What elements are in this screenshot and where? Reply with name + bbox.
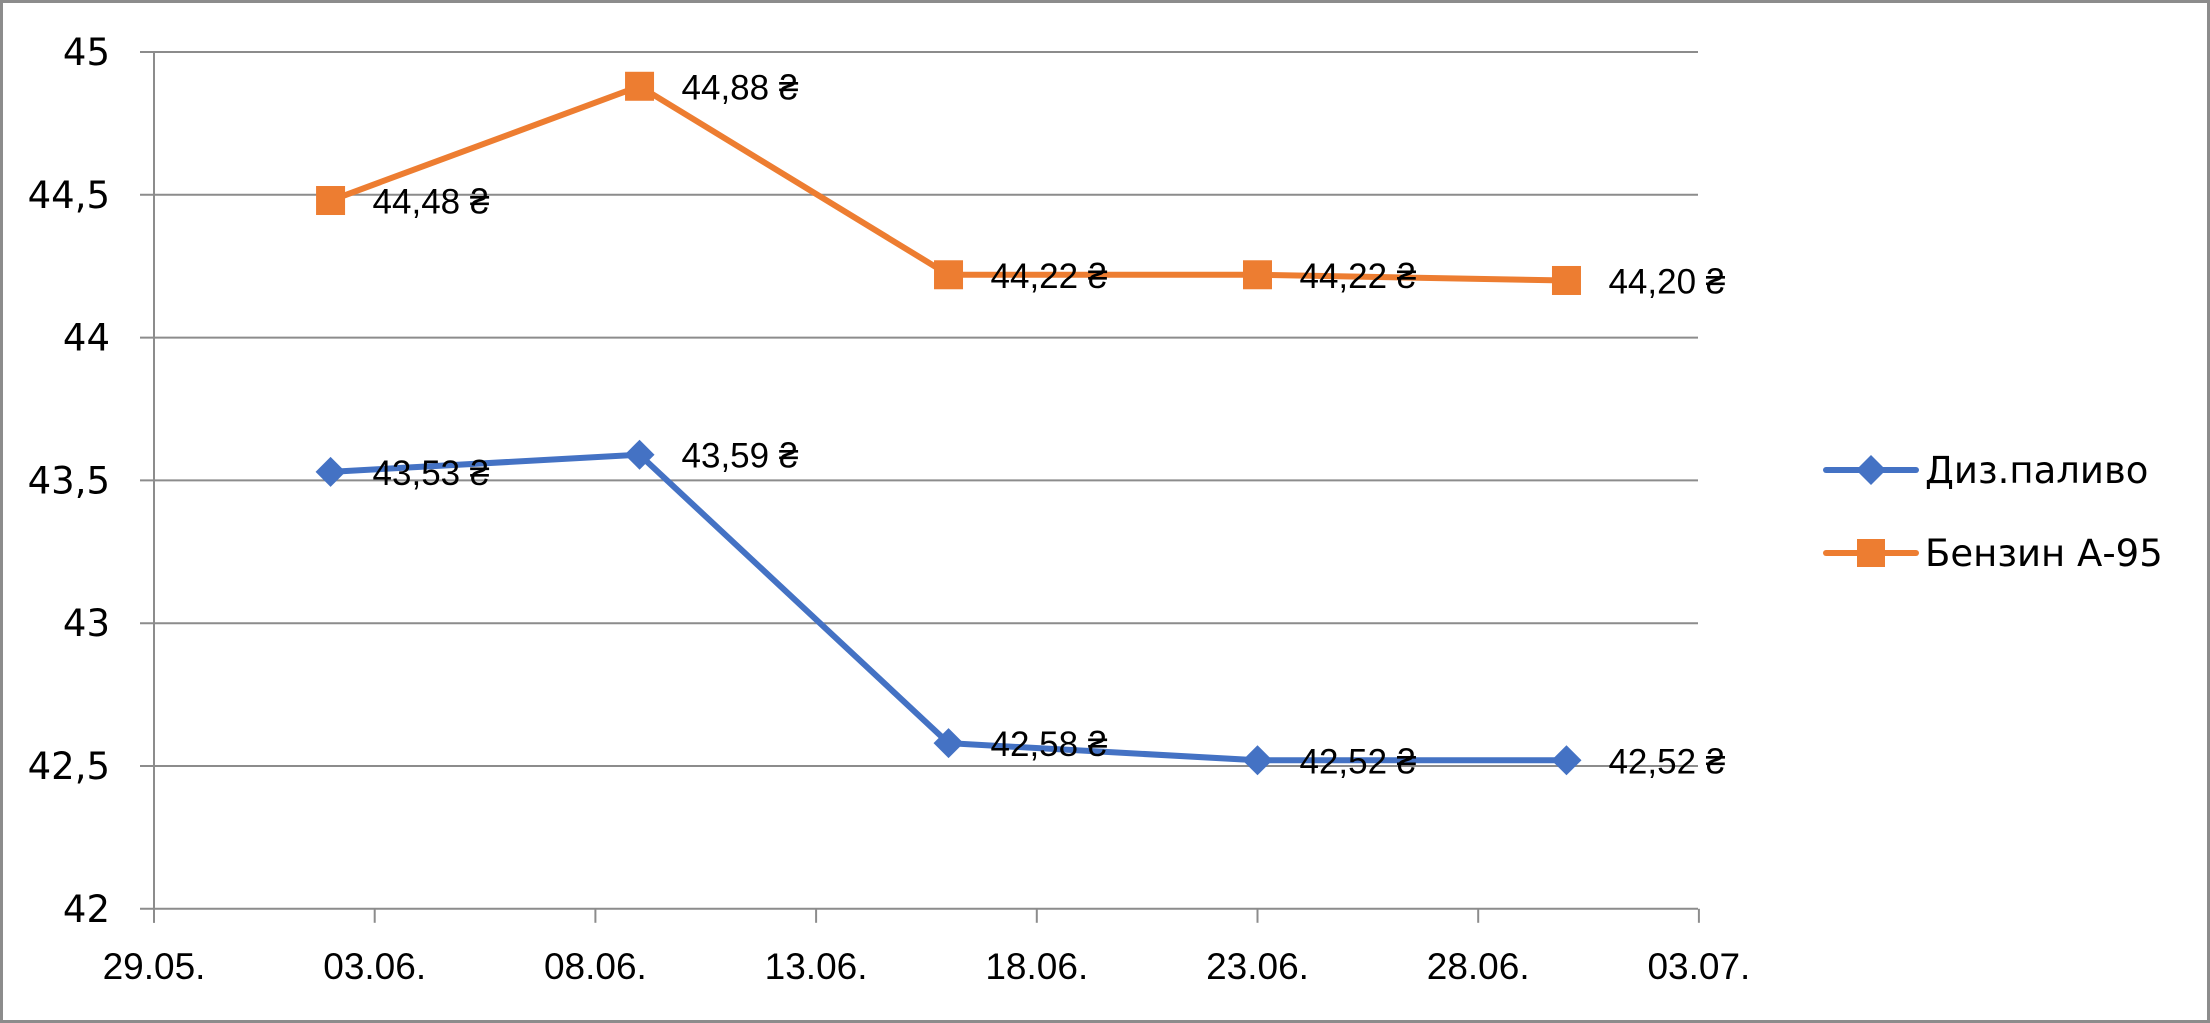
x-tick-label: 03.06.: [323, 946, 426, 987]
series-line: [330, 451, 1567, 764]
data-label: 42,58 ₴: [991, 725, 1108, 764]
data-label: 44,22 ₴: [991, 257, 1108, 296]
square-marker-icon[interactable]: [1551, 265, 1581, 295]
legend-label-diesel: Диз.паливо: [1925, 449, 2148, 492]
data-label: 43,53 ₴: [373, 454, 490, 493]
diamond-marker-icon[interactable]: [1551, 745, 1582, 776]
x-tick-label: 13.06.: [765, 946, 868, 987]
legend: Диз.паливо Бензин А-95: [1823, 449, 2163, 575]
square-marker-icon: [1857, 539, 1885, 567]
square-marker-icon[interactable]: [934, 260, 964, 290]
y-tick-label: 43: [63, 602, 110, 645]
x-tick-label: 23.06.: [1206, 946, 1309, 987]
diamond-marker-icon[interactable]: [624, 439, 655, 470]
square-marker-icon[interactable]: [316, 186, 346, 216]
x-tick-label: 03.07.: [1647, 946, 1750, 987]
legend-item-petrol[interactable]: Бензин А-95: [1823, 532, 2163, 575]
data-label: 44,22 ₴: [1300, 257, 1417, 296]
x-tick-label: 08.06.: [544, 946, 647, 987]
data-label: 43,59 ₴: [682, 437, 799, 476]
square-marker-icon[interactable]: [625, 71, 655, 101]
y-tick-label: 45: [63, 31, 110, 74]
diamond-marker-icon: [1856, 455, 1886, 485]
data-label: 42,52 ₴: [1608, 742, 1725, 781]
plot-area: 43,53 ₴ 43,59 ₴ 42,58 ₴ 42,52 ₴ 42,52 ₴ 44,48…: [315, 68, 1726, 781]
legend-label-petrol: Бензин А-95: [1925, 532, 2163, 575]
y-tick-label: 44,5: [28, 174, 110, 217]
gridlines: [140, 51, 1698, 910]
x-tick-label: 18.06.: [985, 946, 1088, 987]
y-tick-label: 44: [63, 317, 110, 360]
diamond-marker-icon[interactable]: [315, 456, 346, 487]
data-label: 44,48 ₴: [373, 183, 490, 222]
x-tick-label: 28.06.: [1427, 946, 1530, 987]
series-diesel: 43,53 ₴ 43,59 ₴ 42,58 ₴ 42,52 ₴ 42,52 ₴: [315, 437, 1726, 781]
legend-item-diesel[interactable]: Диз.паливо: [1823, 449, 2148, 492]
x-tick-label: 29.05.: [103, 946, 206, 987]
x-axis: 29.05. 03.06. 08.06. 13.06. 18.06. 23.06. 28.0…: [103, 52, 1750, 987]
y-tick-label: 42,5: [28, 745, 110, 788]
y-axis: 42 42,5 43 43,5 44 44,5 45: [28, 31, 110, 931]
data-label: 42,52 ₴: [1300, 742, 1417, 781]
diamond-marker-icon[interactable]: [933, 728, 964, 759]
data-label: 44,20 ₴: [1608, 262, 1725, 301]
y-tick-label: 43,5: [28, 459, 110, 502]
y-tick-label: 42: [63, 888, 110, 931]
diamond-marker-icon[interactable]: [1242, 745, 1273, 776]
series-line: [329, 83, 1567, 284]
square-marker-icon[interactable]: [1243, 260, 1272, 290]
data-label: 44,88 ₴: [682, 68, 799, 107]
series-petrol: 44,48 ₴ 44,88 ₴ 44,22 ₴ 44,22 ₴ 44,20 ₴: [316, 68, 1726, 301]
